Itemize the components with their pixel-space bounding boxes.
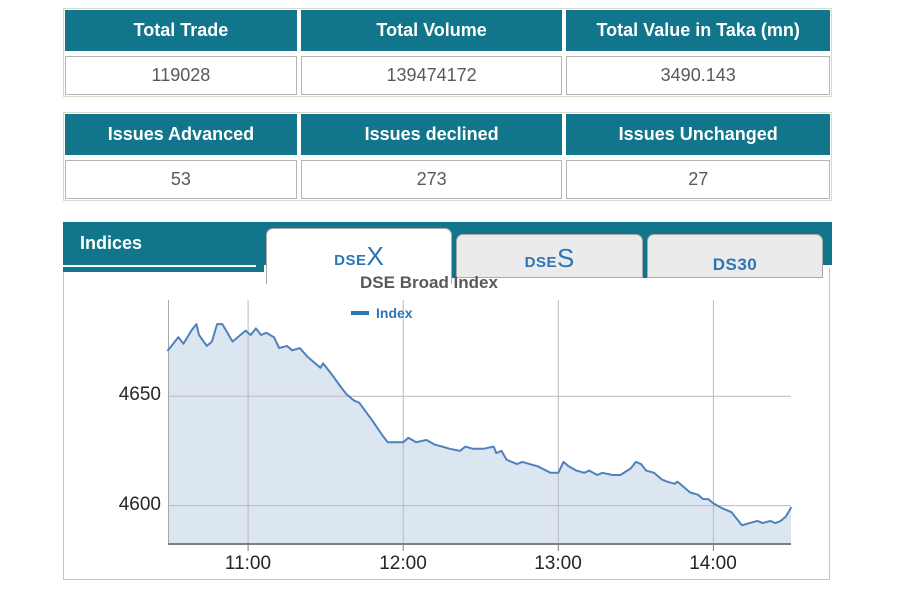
value-issues-unchanged: 27 <box>566 160 830 199</box>
value-issues-advanced: 53 <box>65 160 297 199</box>
tab-ds30-label: DS30 <box>712 255 758 274</box>
x-tick-label: 12:00 <box>379 553 427 574</box>
tab-dses[interactable]: DSES <box>456 234 643 278</box>
header-total-volume: Total Volume <box>300 10 563 51</box>
header-issues-advanced: Issues Advanced <box>65 114 297 155</box>
indices-underline <box>63 267 264 272</box>
y-tick-label: 4650 <box>118 384 161 405</box>
chart-legend: Index <box>351 305 413 321</box>
issues-table: Issues Advanced Issues declined Issues U… <box>63 112 832 201</box>
x-tick-label: 11:00 <box>224 553 272 574</box>
tab-dsex[interactable]: DSEX <box>266 228 452 284</box>
tab-dsex-suffix: X <box>366 241 384 271</box>
summary-table: Total Trade Total Volume Total Value in … <box>63 8 832 97</box>
index-chart-svg <box>167 300 792 551</box>
header-issues-unchanged: Issues Unchanged <box>566 114 830 155</box>
summary-header-row: Total Trade Total Volume Total Value in … <box>65 10 830 51</box>
legend-dash-icon <box>351 311 369 315</box>
value-issues-declined: 273 <box>300 160 563 199</box>
indices-title: Indices <box>80 233 143 253</box>
tab-ds30[interactable]: DS30 <box>647 234 823 278</box>
tab-gap-divider <box>452 222 456 278</box>
issues-header-row: Issues Advanced Issues declined Issues U… <box>65 114 830 155</box>
tab-gap-divider <box>643 222 647 278</box>
tab-dses-suffix: S <box>557 243 575 273</box>
issues-value-row: 53 273 27 <box>65 160 830 199</box>
value-total-value: 3490.143 <box>566 56 830 95</box>
legend-label: Index <box>376 305 413 321</box>
header-issues-declined: Issues declined <box>300 114 563 155</box>
x-tick-label: 13:00 <box>534 553 582 574</box>
indices-panel: Indices DSEX DSES DS30 DSE Broad Index I… <box>63 222 832 580</box>
index-area-chart <box>167 300 792 551</box>
summary-value-row: 119028 139474172 3490.143 <box>65 56 830 95</box>
chart-title: DSE Broad Index <box>360 273 498 292</box>
header-total-value: Total Value in Taka (mn) <box>566 10 830 51</box>
indices-underline-step <box>256 264 264 269</box>
value-total-volume: 139474172 <box>300 56 563 95</box>
x-tick-label: 14:00 <box>689 553 737 574</box>
header-total-trade: Total Trade <box>65 10 297 51</box>
value-total-trade: 119028 <box>65 56 297 95</box>
y-tick-label: 4600 <box>118 494 161 515</box>
tab-dses-prefix: DSE <box>524 254 557 271</box>
tab-dsex-prefix: DSE <box>334 252 367 269</box>
